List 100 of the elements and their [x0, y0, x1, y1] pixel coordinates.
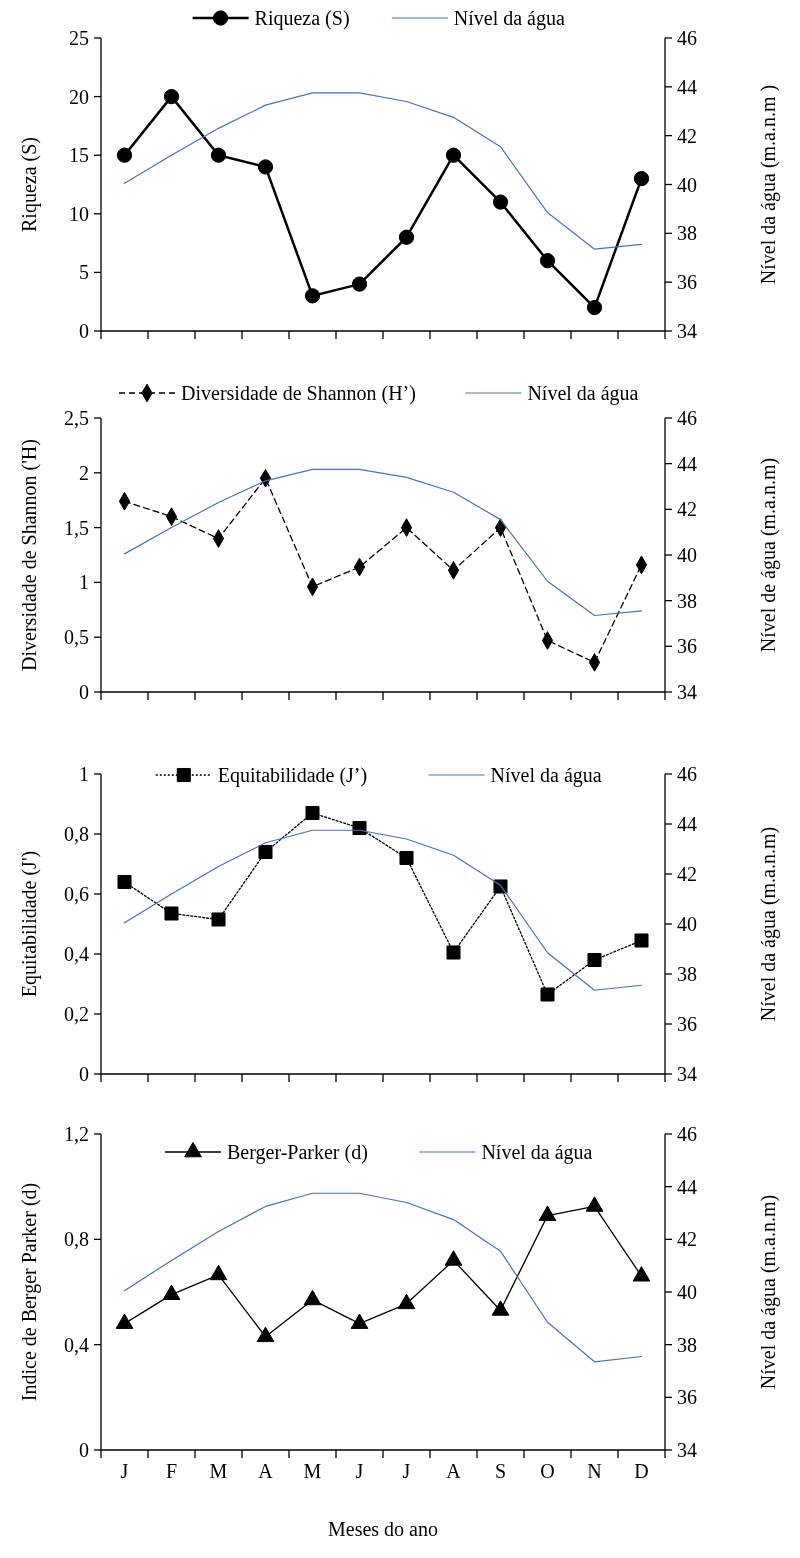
point [446, 945, 461, 960]
point [445, 147, 462, 163]
x-tick-label: O [540, 1460, 555, 1482]
point [304, 288, 321, 304]
line-series [123, 468, 643, 617]
point [258, 844, 273, 860]
y2-tick-label: 36 [677, 271, 697, 294]
point [162, 1284, 181, 1300]
x-tick-label: A [258, 1460, 274, 1482]
y2-tick-label: 46 [677, 407, 697, 429]
point [210, 147, 227, 163]
y-tick-label: 0 [79, 681, 89, 703]
y2-tick-label: 40 [677, 1281, 697, 1303]
point [399, 850, 414, 866]
x-tick-label: A [446, 1460, 462, 1482]
point [303, 1289, 322, 1306]
y2-tick-label: 34 [677, 1063, 697, 1085]
point [538, 1205, 557, 1221]
y2-tick-label: 40 [677, 173, 697, 196]
y2-tick-label: 38 [677, 589, 697, 612]
y2-tick-label: 38 [677, 963, 697, 985]
x-axis-title: Meses do ano [328, 1518, 438, 1540]
y2-tick-label: 34 [677, 1439, 697, 1461]
y-tick-label: 1,2 [64, 1123, 89, 1145]
point [164, 906, 179, 921]
y2-tick-label: 42 [677, 498, 697, 521]
y2-tick-label: 36 [677, 1386, 697, 1409]
point [117, 874, 132, 890]
point [586, 299, 603, 316]
x-tick-label: M [209, 1460, 228, 1482]
point [585, 1196, 604, 1212]
y2-tick-label: 46 [677, 763, 697, 785]
y2-tick-label: 34 [677, 320, 697, 342]
y2-axis-title: Nível da água (m.a.n.m ) [757, 84, 780, 285]
y2-tick-label: 36 [677, 635, 697, 658]
y2-tick-label: 44 [677, 75, 697, 98]
y-axis-title: Diversidade de Shannon ('H) [18, 439, 41, 671]
y2-axis-title: Nível de água (m.a.n.m) [757, 457, 780, 653]
x-tick-label: F [165, 1460, 178, 1482]
y2-tick-label: 38 [677, 1333, 697, 1356]
point [352, 820, 367, 836]
point [211, 912, 226, 927]
y2-tick-label: 40 [677, 544, 697, 566]
y-tick-label: 0 [79, 1439, 89, 1461]
y2-axis-title: Nível da água (m.a.n.m) [757, 826, 780, 1022]
y2-tick-label: 44 [677, 1175, 697, 1198]
y-tick-label: 1 [79, 571, 89, 594]
x-tick-label: J [355, 1460, 364, 1482]
y2-tick-label: 42 [677, 124, 697, 147]
y-tick-label: 0,4 [64, 1333, 89, 1356]
point [209, 1264, 228, 1281]
y-axis-title: Indice de Berger Parker (d) [18, 1182, 41, 1402]
y-tick-label: 0 [79, 320, 89, 342]
point [350, 1313, 369, 1329]
x-tick-label: J [402, 1460, 411, 1482]
legend-label: Riqueza (S) [254, 7, 350, 30]
y2-tick-label: 34 [677, 681, 697, 703]
y2-axis-title: Nível da água (m.a.n.m) [757, 1194, 780, 1390]
point [444, 1250, 463, 1266]
y2-tick-label: 36 [677, 1013, 697, 1035]
x-tick-label: J [120, 1460, 129, 1482]
y-tick-label: 1,5 [64, 516, 89, 539]
point [397, 1293, 416, 1310]
point [539, 253, 556, 269]
y-axis-title: Riqueza (S) [18, 137, 41, 232]
point [632, 1266, 651, 1282]
y-tick-label: 25 [69, 27, 89, 49]
y2-tick-label: 46 [677, 1123, 697, 1145]
point [115, 1313, 134, 1329]
y-tick-label: 0,4 [64, 943, 89, 965]
legend-label: Nível da água [527, 382, 639, 405]
y-tick-label: 0,8 [64, 823, 89, 845]
line-series [123, 92, 643, 250]
y-axis-title: Equitabilidade (J') [18, 850, 41, 998]
y2-tick-label: 46 [677, 27, 697, 49]
y2-tick-label: 44 [677, 452, 697, 475]
point [351, 276, 368, 292]
y-tick-label: 1 [79, 763, 89, 785]
point [256, 1326, 275, 1343]
point [163, 88, 180, 105]
y-tick-label: 0,8 [64, 1228, 89, 1251]
point [116, 147, 133, 163]
y-tick-label: 2,5 [64, 407, 89, 429]
y-tick-label: 5 [79, 261, 89, 284]
y2-tick-label: 38 [677, 222, 697, 245]
point [634, 933, 649, 948]
y-tick-label: 15 [69, 144, 89, 167]
legend-label: Berger-Parker (d) [227, 1141, 368, 1164]
point [398, 229, 415, 245]
y-tick-label: 0 [79, 1063, 89, 1085]
point [305, 805, 320, 821]
point [492, 194, 509, 210]
y-tick-label: 0,5 [64, 626, 89, 649]
y2-tick-label: 40 [677, 913, 697, 935]
line-series [123, 1192, 643, 1363]
y-tick-label: 0,2 [64, 1003, 89, 1025]
point [587, 952, 602, 968]
x-tick-label: S [494, 1460, 507, 1482]
x-tick-label: D [634, 1460, 649, 1482]
point [540, 987, 555, 1002]
